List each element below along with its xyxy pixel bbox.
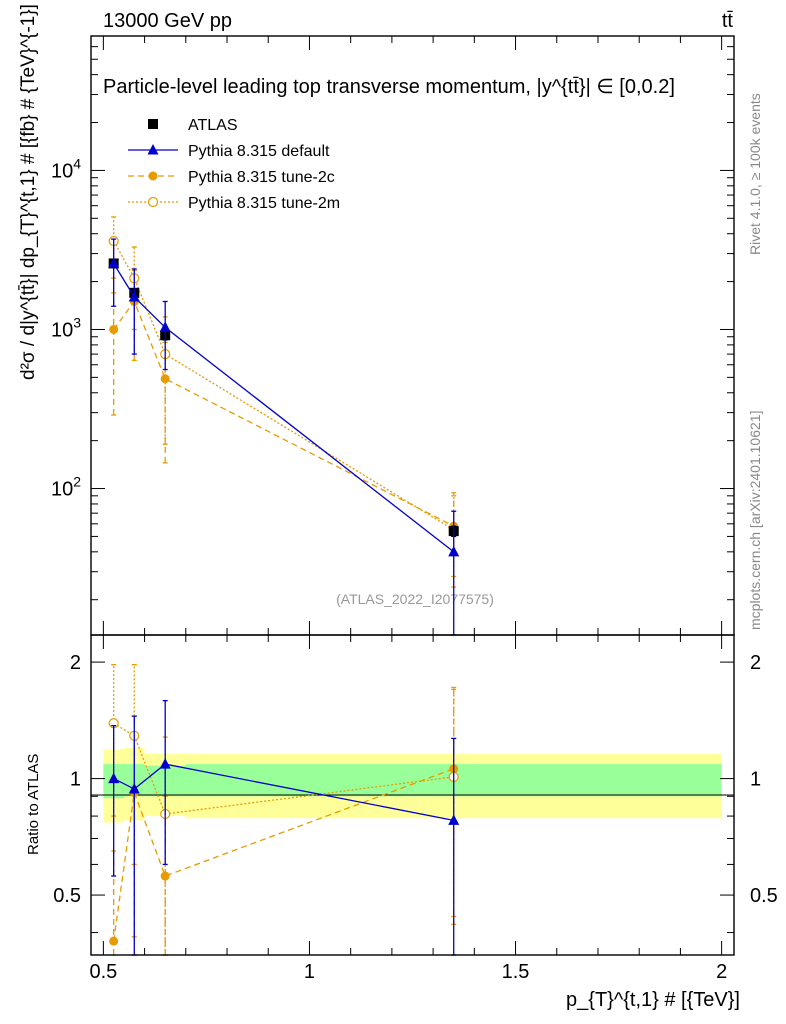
mcplots-source-label: mcplots.cern.ch [arXiv:2401.10621]: [747, 411, 763, 630]
legend-atlas-marker: [148, 119, 158, 129]
ratio-series-layer: [108, 663, 460, 956]
default-point: [159, 758, 171, 769]
main-y-tick-label: 102: [51, 474, 81, 501]
tune-2c-point: [109, 936, 119, 946]
default-point: [108, 772, 120, 784]
default-point: [108, 257, 120, 268]
tune-2c-line: [113, 768, 454, 942]
legend: ATLAS Pythia 8.315 default Pythia 8.315 tu…: [128, 117, 340, 212]
x-tick-label: 1: [304, 961, 315, 983]
x-tick-label: 1.5: [502, 961, 530, 983]
x-axis-label: p_{T}^{t,1} # [{TeV}]: [566, 989, 740, 1011]
main-y-axis-label: d²σ / d|y^{tt̄}| dp_{T}^{t,1} # [{fb} # …: [18, 4, 39, 380]
tune-2c-point: [160, 871, 170, 881]
tune-2m-line: [113, 722, 454, 815]
main-axes: 102 103 104: [51, 35, 734, 635]
tune-2m-line: [113, 240, 455, 531]
legend-atlas-label: ATLAS: [188, 117, 238, 134]
tune-2c-line: [113, 300, 455, 527]
legend-default-marker: [147, 144, 159, 155]
default-point: [128, 291, 140, 302]
main-series-layer: [108, 216, 460, 636]
legend-tune-2c-label: Pythia 8.315 tune-2c: [188, 169, 335, 186]
main-plot-title: Particle-level leading top transverse mo…: [103, 76, 675, 98]
legend-tune-2m-label: Pythia 8.315 tune-2m: [188, 195, 340, 212]
legend-tune-2m-marker: [147, 196, 159, 208]
ratio-y-tick-label-right: 2: [750, 652, 761, 674]
main-y-tick-label: 103: [51, 314, 81, 341]
legend-default-label: Pythia 8.315 default: [188, 143, 330, 160]
default-line: [113, 263, 455, 553]
default-point: [448, 545, 460, 557]
default-point: [448, 814, 460, 825]
collision-label: 13000 GeV pp: [103, 10, 232, 32]
x-tick-label: 0.5: [89, 961, 117, 983]
process-label: tt̄: [722, 10, 734, 32]
ratio-y-tick-label-right: 1: [750, 769, 761, 791]
ratio-panel-frame: [90, 634, 735, 956]
rivet-version-label: Rivet 4.1.0, ≥ 100k events: [747, 93, 763, 255]
main-y-tick-label: 104: [51, 155, 81, 182]
ratio-y-tick-label: 0.5: [53, 885, 81, 907]
x-tick-label: 2: [716, 961, 727, 983]
default-point: [128, 782, 140, 794]
ratio-bands: [103, 747, 722, 823]
ratio-y-tick-label: 1: [70, 769, 81, 791]
ratio-axes: 0.5 1 1.5 2 0.5 0.5 1 1 2 2: [53, 635, 778, 983]
default-line: [113, 763, 454, 821]
tune-2c-point: [160, 374, 170, 384]
ratio-y-tick-label: 2: [70, 652, 81, 674]
analysis-watermark: (ATLAS_2022_I2077575): [336, 591, 494, 607]
ratio-y-axis-label: Ratio to ATLAS: [25, 754, 42, 855]
ratio-y-tick-label-right: 0.5: [750, 885, 778, 907]
legend-tune-2c-marker: [148, 171, 158, 181]
tune-2c-point: [109, 324, 119, 334]
default-point: [159, 321, 171, 332]
